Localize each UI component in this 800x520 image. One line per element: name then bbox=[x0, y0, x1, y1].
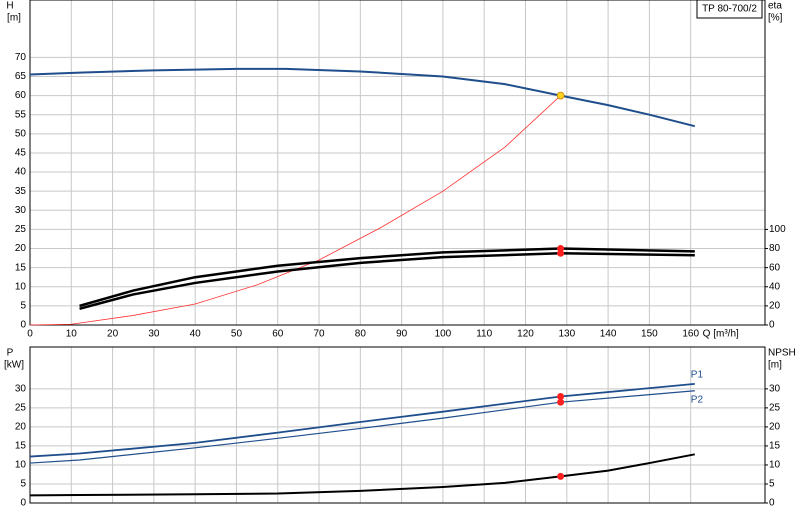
y2-tick-label: 20 bbox=[769, 301, 781, 312]
x-tick-label: 70 bbox=[313, 329, 325, 340]
y2-tick-label: 80 bbox=[769, 243, 781, 254]
y-tick-label: 70 bbox=[15, 52, 27, 63]
x-tick-label: 60 bbox=[272, 329, 284, 340]
series-line bbox=[29, 67, 696, 128]
x-tick-label: 20 bbox=[107, 329, 119, 340]
x-tick-label: 150 bbox=[641, 329, 658, 340]
y-tick-label: 5 bbox=[20, 479, 26, 490]
y-tick-label: 50 bbox=[15, 128, 27, 139]
y2-axis-label: NPSH bbox=[768, 348, 796, 359]
operating-point bbox=[557, 472, 565, 480]
plot-area bbox=[30, 347, 765, 503]
y2-axis-unit: [m] bbox=[768, 360, 782, 371]
y-tick-label: 15 bbox=[15, 441, 27, 452]
operating-point bbox=[557, 249, 565, 257]
y-tick-label: 5 bbox=[20, 301, 26, 312]
x-tick-label: 120 bbox=[517, 329, 534, 340]
y-tick-label: 25 bbox=[15, 403, 27, 414]
y2-tick-label: 20 bbox=[769, 422, 781, 433]
y2-tick-label: 15 bbox=[769, 441, 781, 452]
series-label: P1 bbox=[691, 370, 704, 381]
operating-point bbox=[557, 392, 565, 400]
y2-tick-label: 10 bbox=[769, 460, 781, 471]
x-tick-label: 160 bbox=[682, 329, 699, 340]
y-tick-label: 10 bbox=[15, 281, 27, 292]
y-tick-label: 0 bbox=[20, 498, 26, 509]
series-label: P2 bbox=[691, 394, 704, 405]
y-tick-label: 35 bbox=[15, 186, 27, 197]
x-tick-label: 100 bbox=[435, 329, 452, 340]
series-line bbox=[29, 95, 561, 326]
y-tick-label: 10 bbox=[15, 460, 27, 471]
y-tick-label: 55 bbox=[15, 109, 27, 120]
x-tick-label: 90 bbox=[396, 329, 408, 340]
y2-axis-unit: [%] bbox=[768, 13, 783, 24]
x-tick-label: 10 bbox=[66, 329, 78, 340]
operating-point bbox=[557, 398, 565, 406]
y-tick-label: 65 bbox=[15, 71, 27, 82]
y-tick-label: 0 bbox=[20, 320, 26, 331]
x-tick-label: 50 bbox=[231, 329, 243, 340]
y2-tick-label: 5 bbox=[769, 479, 775, 490]
y-tick-label: 30 bbox=[15, 205, 27, 216]
y2-tick-label: 0 bbox=[769, 320, 775, 331]
x-tick-label: 130 bbox=[558, 329, 575, 340]
y-axis-label: H bbox=[6, 1, 13, 12]
y2-tick-label: 100 bbox=[769, 224, 786, 235]
x-tick-label: 0 bbox=[27, 329, 33, 340]
y-axis-unit: [kW] bbox=[4, 360, 24, 371]
plot-border bbox=[29, 0, 766, 326]
y-tick-label: 40 bbox=[15, 167, 27, 178]
y-tick-label: 15 bbox=[15, 262, 27, 273]
operating-point bbox=[556, 91, 565, 100]
x-tick-label: 30 bbox=[148, 329, 160, 340]
x-tick-label: 140 bbox=[600, 329, 617, 340]
y-tick-label: 20 bbox=[15, 243, 27, 254]
x-axis-label: Q [m³/h] bbox=[703, 329, 739, 340]
y-tick-label: 20 bbox=[15, 422, 27, 433]
y2-tick-label: 30 bbox=[769, 383, 781, 394]
y2-tick-label: 0 bbox=[769, 498, 775, 509]
series-line bbox=[29, 453, 695, 497]
series-line bbox=[29, 390, 695, 464]
y2-tick-label: 60 bbox=[769, 262, 781, 273]
y-tick-label: 60 bbox=[15, 90, 27, 101]
y2-tick-label: 40 bbox=[769, 281, 781, 292]
y-tick-label: 45 bbox=[15, 148, 27, 159]
chart-title: TP 80-700/2 bbox=[702, 4, 757, 15]
y2-tick-label: 25 bbox=[769, 403, 781, 414]
plot-border bbox=[29, 346, 766, 504]
plot-area bbox=[30, 0, 765, 325]
y-axis-unit: [m] bbox=[7, 13, 21, 24]
series-line bbox=[79, 247, 695, 308]
y2-axis-label: eta bbox=[768, 1, 782, 12]
y-tick-label: 30 bbox=[15, 383, 27, 394]
series-line bbox=[29, 383, 695, 458]
title-box bbox=[696, 0, 763, 19]
x-tick-label: 110 bbox=[476, 329, 492, 340]
y-axis-label: P bbox=[7, 348, 14, 359]
y-tick-label: 25 bbox=[15, 224, 27, 235]
series-line bbox=[79, 252, 695, 310]
x-tick-label: 40 bbox=[190, 329, 202, 340]
x-tick-label: 80 bbox=[355, 329, 367, 340]
